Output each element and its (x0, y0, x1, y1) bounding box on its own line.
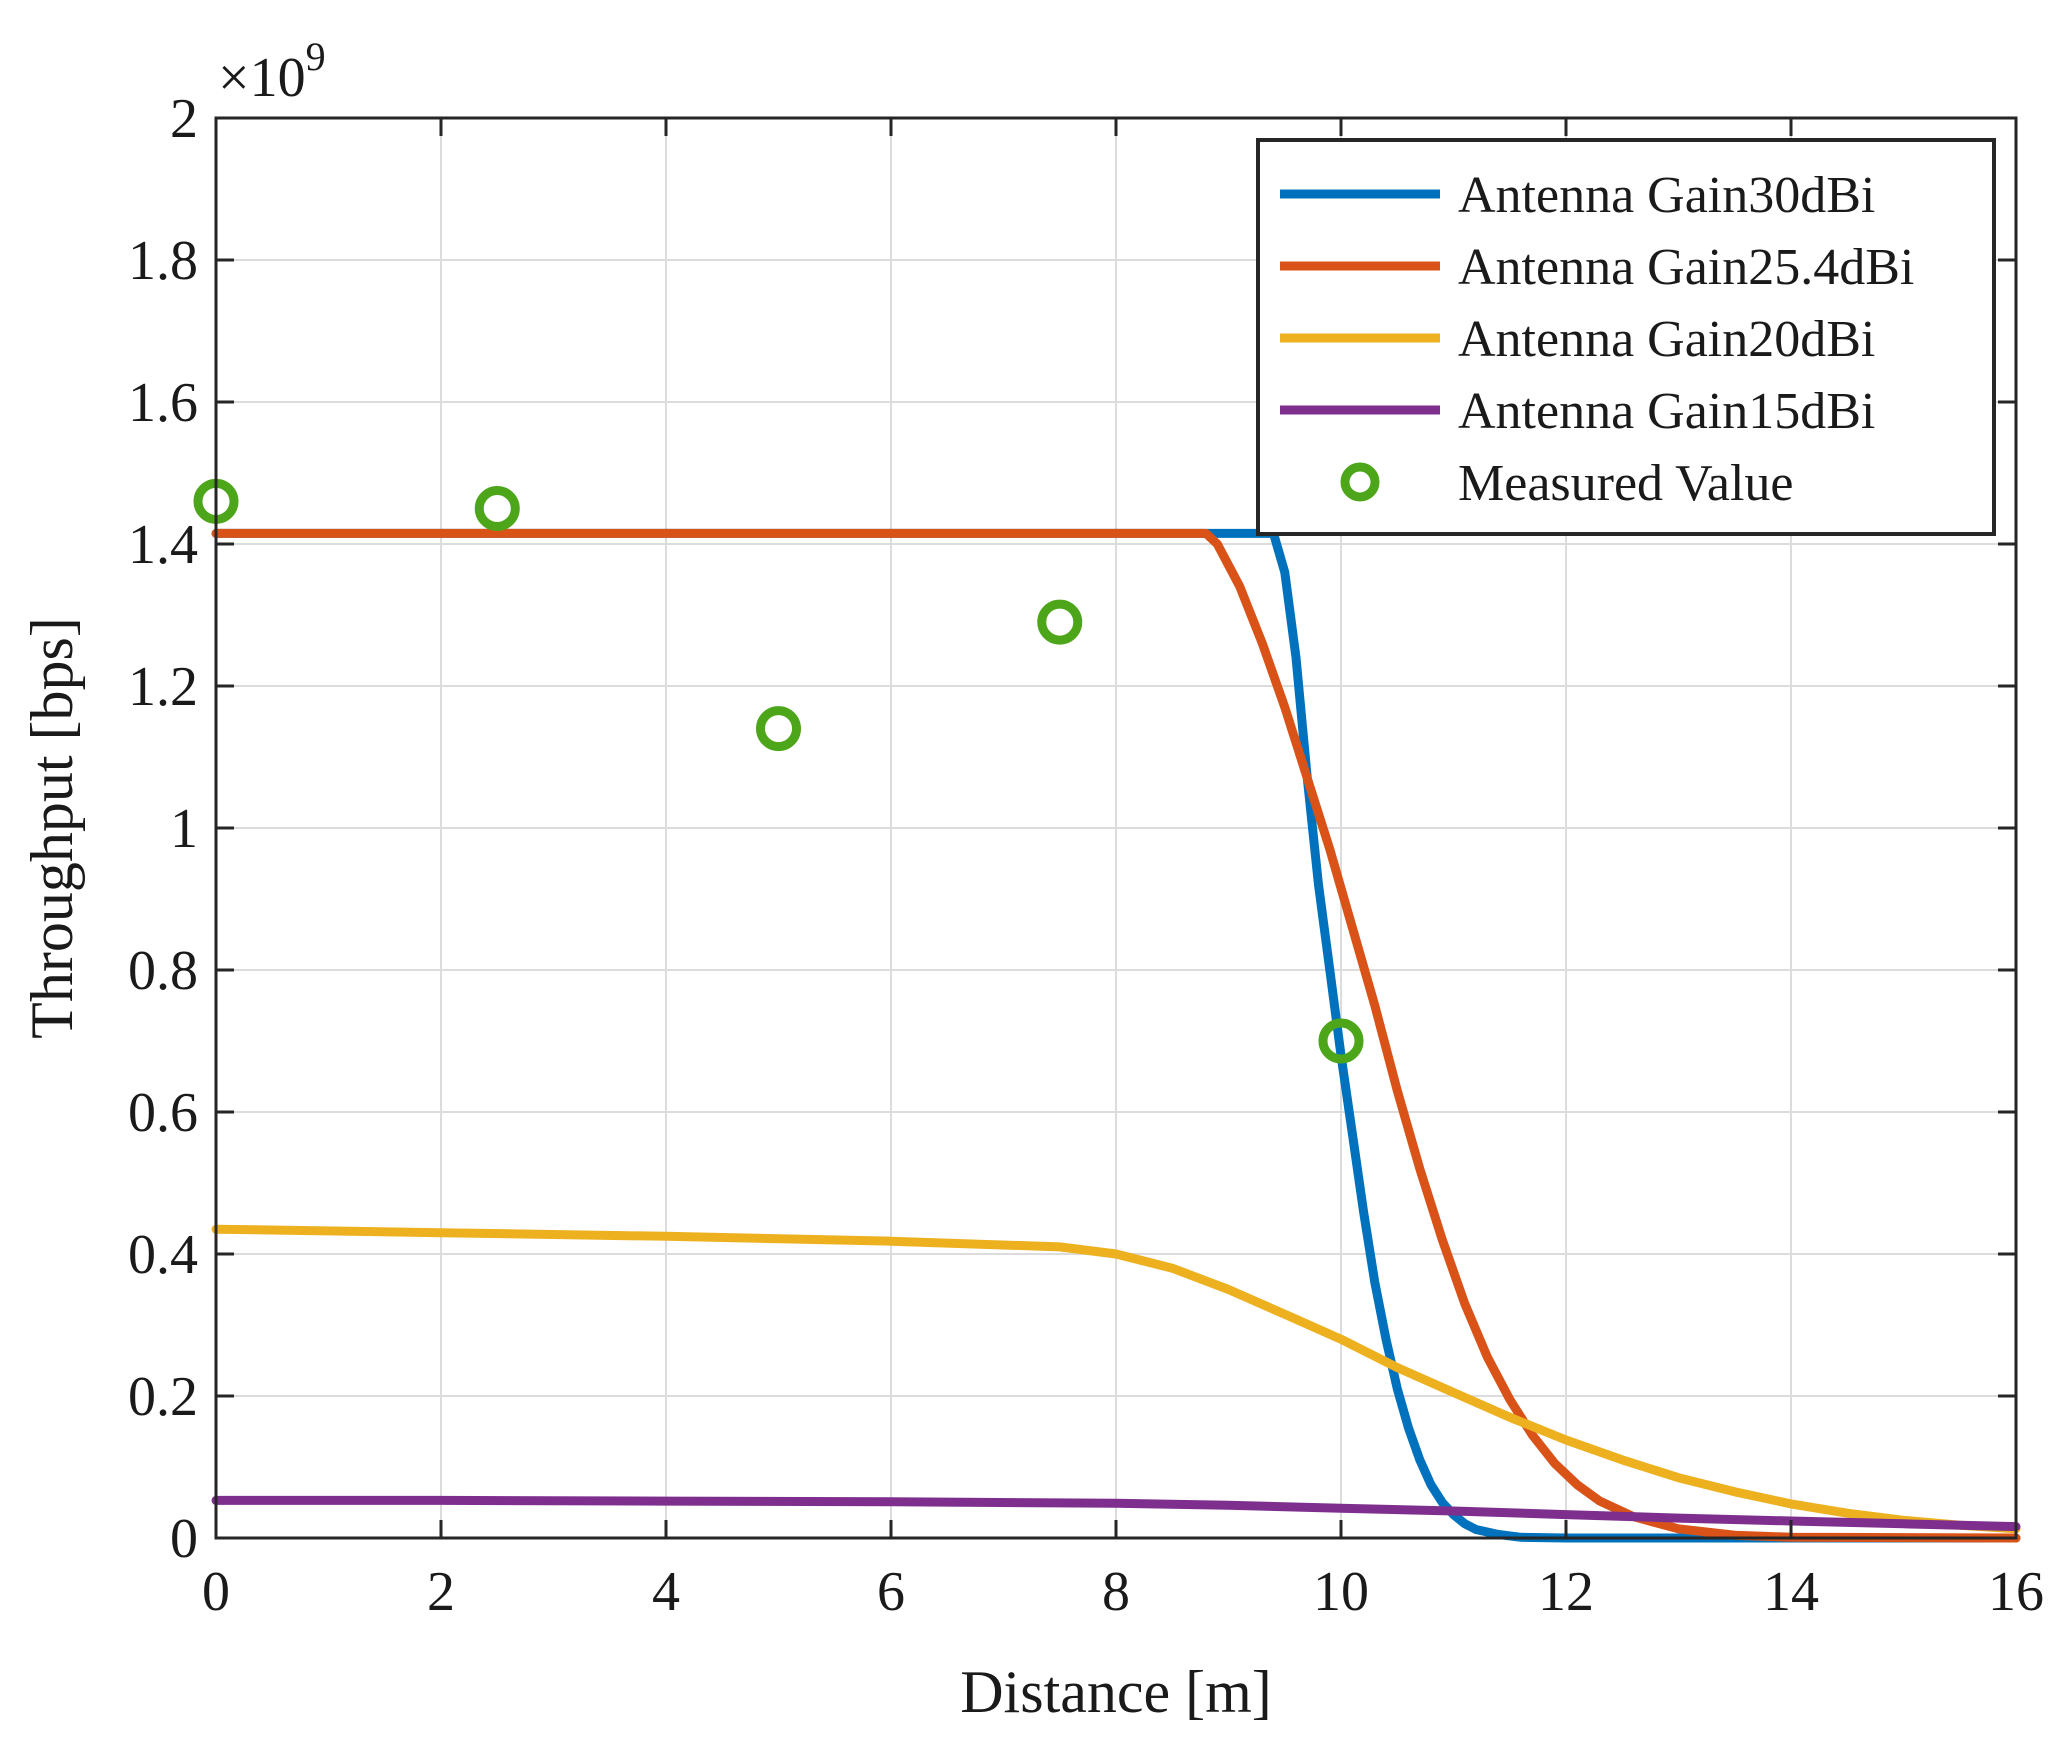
y-tick-label: 1 (170, 798, 198, 860)
y-tick-label: 0.6 (128, 1082, 198, 1144)
x-tick-label: 8 (1102, 1561, 1130, 1623)
series-line-antenna-gain20dbi (211, 1224, 2021, 1534)
y-tick-label: 1.2 (128, 656, 198, 718)
y-axis-title: Throughput [bps] (19, 617, 85, 1039)
x-tick-label: 16 (1988, 1561, 2044, 1623)
x-tick-label: 4 (652, 1561, 680, 1623)
measured-value-point (756, 706, 801, 752)
measured-value-point (474, 486, 520, 531)
y-axis-exponent: ×109 (218, 34, 326, 109)
x-tick-label: 10 (1313, 1561, 1369, 1623)
measured-value-point (1318, 1018, 1364, 1064)
y-tick-label: 0.4 (128, 1224, 198, 1286)
legend-marker-measured-value (1340, 462, 1380, 502)
legend-label: Antenna Gain20dBi (1458, 311, 1875, 368)
series-line-antenna-gain25-4dbi (211, 528, 2021, 1543)
legend: Antenna Gain30dBi Antenna Gain25.4dBi Ante… (1256, 138, 1996, 536)
legend-label: Measured Value (1458, 455, 1794, 512)
axis-ticks (214, 116, 2018, 1540)
measured-value-point (1037, 599, 1083, 645)
x-tick-label: 14 (1763, 1561, 1819, 1623)
legend-label: Antenna Gain15dBi (1458, 383, 1875, 440)
tick-labels: 0 2 4 6 8 10 12 14 16 0 0.2 0.4 0.6 0.8 1 1.2 1.4 1.6 1.8 2 (128, 88, 2044, 1623)
y-tick-label: 1.8 (128, 230, 198, 292)
y-tick-label: 0.8 (128, 940, 198, 1002)
x-tick-label: 6 (877, 1561, 905, 1623)
y-tick-label: 1.6 (128, 372, 198, 434)
x-tick-label: 2 (427, 1561, 455, 1623)
x-axis-title: Distance [m] (960, 1659, 1272, 1725)
legend-label: Antenna Gain30dBi (1458, 167, 1875, 224)
y-axis-exponent-base: ×10 (218, 47, 306, 109)
y-tick-label: 2 (170, 88, 198, 150)
y-axis-exponent-power: 9 (306, 34, 326, 79)
x-tick-label: 0 (202, 1561, 230, 1623)
legend-label: Antenna Gain25.4dBi (1458, 239, 1914, 296)
x-tick-label: 12 (1538, 1561, 1594, 1623)
y-tick-label: 1.4 (128, 514, 198, 576)
y-tick-label: 0 (170, 1508, 198, 1570)
y-tick-label: 0.2 (128, 1366, 198, 1428)
